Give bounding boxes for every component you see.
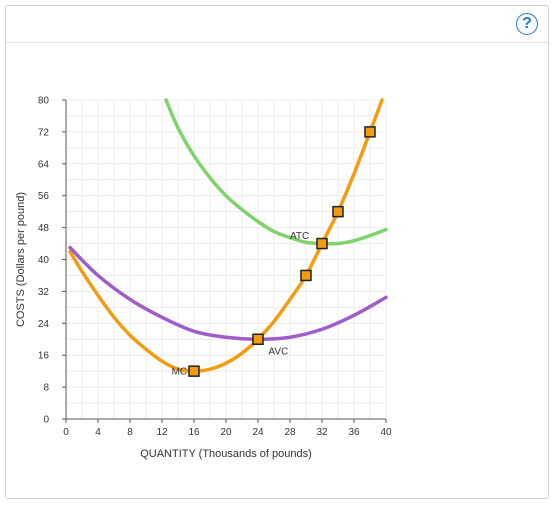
y-tick-label: 0 bbox=[43, 415, 49, 426]
y-tick-label: 48 bbox=[38, 223, 50, 234]
question-circle-icon: ? bbox=[522, 15, 532, 32]
x-tick-label: 4 bbox=[95, 427, 101, 438]
x-tick-label: 36 bbox=[348, 427, 360, 438]
data-point-marker[interactable] bbox=[332, 205, 344, 218]
x-tick-label: 20 bbox=[220, 427, 232, 438]
help-button[interactable]: ? bbox=[516, 13, 538, 35]
data-point-marker[interactable] bbox=[300, 269, 312, 282]
y-tick-label: 24 bbox=[38, 319, 50, 330]
x-tick-label: 40 bbox=[380, 427, 392, 438]
x-tick-label: 24 bbox=[252, 427, 264, 438]
data-point-marker[interactable] bbox=[252, 333, 264, 345]
y-tick-label: 8 bbox=[43, 383, 49, 394]
curve-label-mc: MC bbox=[172, 367, 188, 378]
data-point-marker[interactable] bbox=[364, 126, 376, 138]
y-axis-title: COSTS (Dollars per pound) bbox=[15, 192, 27, 327]
x-tick-label: 8 bbox=[127, 427, 133, 438]
data-point-marker[interactable] bbox=[316, 237, 328, 250]
curve-label-atc: ATC bbox=[290, 231, 309, 242]
x-tick-label: 0 bbox=[63, 427, 69, 438]
x-tick-label: 32 bbox=[316, 427, 328, 438]
y-tick-label: 40 bbox=[38, 255, 50, 266]
y-tick-label: 64 bbox=[38, 159, 50, 170]
x-tick-label: 12 bbox=[156, 427, 168, 438]
y-tick-label: 32 bbox=[38, 287, 50, 298]
y-tick-label: 80 bbox=[38, 96, 50, 107]
question-panel: ? bbox=[5, 5, 549, 499]
points-layer bbox=[188, 126, 376, 377]
y-tick-label: 56 bbox=[38, 191, 50, 202]
curve-atc bbox=[164, 98, 388, 246]
header-divider bbox=[6, 42, 548, 43]
grid bbox=[65, 99, 387, 420]
x-tick-label: 28 bbox=[284, 427, 296, 438]
data-point-marker[interactable] bbox=[188, 365, 200, 377]
y-tick-label: 16 bbox=[38, 351, 50, 362]
labels-layer: MC AVC ATC bbox=[172, 231, 310, 378]
y-tick-label: 72 bbox=[38, 127, 50, 138]
series-layer bbox=[68, 98, 388, 373]
curve-label-avc: AVC bbox=[268, 347, 288, 358]
curve-mc bbox=[68, 98, 384, 373]
x-axis-title: QUANTITY (Thousands of pounds) bbox=[140, 448, 312, 460]
curve-avc bbox=[68, 245, 388, 342]
x-tick-label: 16 bbox=[188, 427, 200, 438]
